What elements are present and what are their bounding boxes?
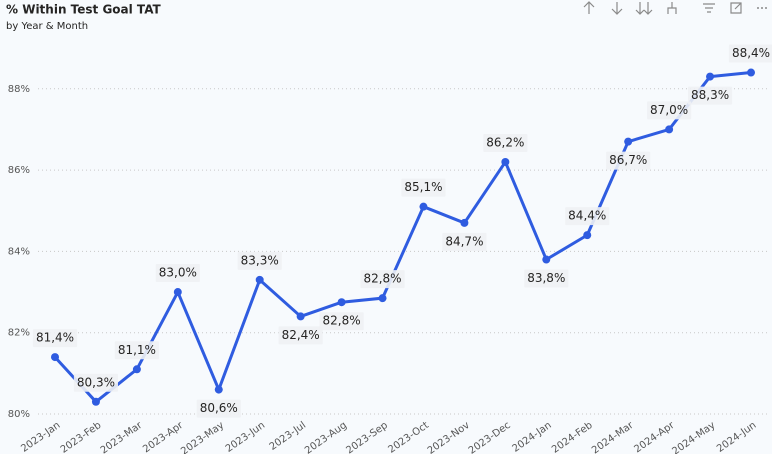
label-bg bbox=[32, 329, 78, 348]
data-label: 81,1% bbox=[118, 343, 156, 357]
label-bg bbox=[606, 151, 651, 170]
label-bg bbox=[155, 264, 200, 283]
data-label: 87,0% bbox=[650, 103, 688, 117]
point bbox=[460, 218, 469, 227]
y-tick-label: 84% bbox=[8, 246, 30, 257]
point bbox=[747, 68, 755, 77]
data-label: 84,4% bbox=[568, 209, 606, 223]
point bbox=[173, 288, 182, 297]
data-label: 83,3% bbox=[241, 253, 279, 267]
label-bg bbox=[442, 232, 487, 251]
label-bg bbox=[687, 86, 733, 105]
data-label: 82,4% bbox=[282, 328, 320, 342]
data-label: 86,7% bbox=[609, 153, 647, 167]
y-tick-label: 82% bbox=[8, 328, 30, 339]
label-bg bbox=[565, 207, 610, 226]
data-label: 88,4% bbox=[732, 46, 770, 60]
label-bg bbox=[483, 133, 528, 152]
y-tick-label: 88% bbox=[8, 84, 30, 95]
data-label: 82,8% bbox=[323, 314, 361, 328]
label-bg bbox=[237, 251, 282, 270]
chart-title: % Within Test Goal TAT bbox=[6, 3, 162, 17]
visual-header bbox=[583, 1, 767, 15]
label-bg bbox=[319, 312, 364, 331]
data-label: 83,8% bbox=[527, 271, 565, 285]
drill-icon[interactable] bbox=[667, 2, 677, 14]
data-label: 80,3% bbox=[77, 375, 115, 389]
point bbox=[337, 298, 346, 307]
label-bg bbox=[278, 326, 323, 345]
point bbox=[706, 72, 715, 81]
more-icon[interactable] bbox=[757, 7, 767, 9]
label-bg bbox=[401, 178, 446, 197]
data-label: 80,6% bbox=[200, 401, 238, 415]
data-label: 85,1% bbox=[404, 180, 442, 194]
data-label: 82,8% bbox=[363, 272, 401, 286]
point bbox=[624, 137, 633, 146]
line bbox=[53, 71, 752, 404]
label-bg bbox=[524, 269, 569, 288]
label-bg bbox=[647, 101, 692, 120]
label-bg bbox=[114, 341, 159, 360]
data-label: 84,7% bbox=[445, 234, 483, 248]
focus-icon[interactable] bbox=[730, 2, 742, 14]
label-bg bbox=[728, 44, 772, 63]
point bbox=[542, 255, 551, 264]
label-bg bbox=[73, 373, 119, 392]
y-tick-label: 80% bbox=[8, 409, 30, 420]
point bbox=[51, 353, 59, 362]
point bbox=[419, 202, 428, 211]
point bbox=[583, 231, 592, 240]
point bbox=[91, 397, 100, 406]
data-label: 86,2% bbox=[486, 135, 524, 149]
point bbox=[296, 312, 305, 321]
point bbox=[665, 125, 674, 134]
point bbox=[378, 294, 387, 303]
point bbox=[132, 365, 141, 374]
expand-icon[interactable] bbox=[635, 2, 653, 15]
point bbox=[255, 275, 264, 284]
point bbox=[501, 157, 510, 166]
y-tick-label: 86% bbox=[8, 165, 30, 176]
sort-down-icon[interactable] bbox=[611, 2, 623, 15]
data-label: 81,4% bbox=[36, 331, 74, 345]
filter-icon[interactable] bbox=[703, 3, 715, 13]
label-bg bbox=[360, 270, 405, 289]
chart-subtitle: by Year & Month bbox=[6, 21, 88, 32]
data-label: 83,0% bbox=[159, 266, 197, 280]
data-label: 88,3% bbox=[691, 88, 729, 102]
point bbox=[214, 385, 223, 394]
label-bg bbox=[196, 399, 241, 418]
sort-up-icon[interactable] bbox=[583, 1, 595, 14]
